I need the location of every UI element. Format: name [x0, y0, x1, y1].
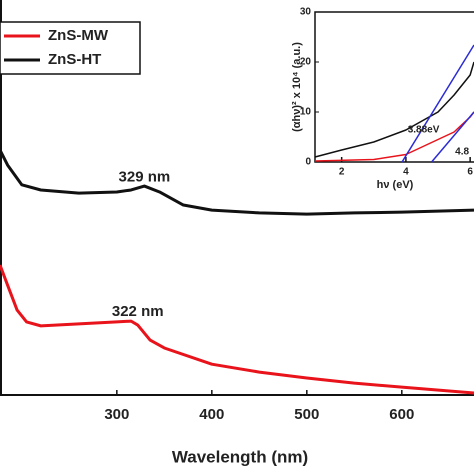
series-line	[431, 111, 474, 163]
x-tick-label: 600	[389, 406, 414, 423]
y-tick-label: 30	[300, 7, 312, 18]
x-tick-label: 4	[403, 167, 409, 178]
x-axis-label: Wavelength (nm)	[172, 447, 308, 466]
series-line	[314, 61, 474, 158]
annotation: 329 nm	[119, 169, 171, 186]
annotation: 322 nm	[112, 303, 164, 320]
y-tick-label: 10	[300, 107, 312, 118]
x-tick-label: 6	[467, 167, 473, 178]
annotation: 3.88eV	[408, 125, 440, 136]
series-line	[0, 149, 474, 216]
legend-label: ZnS-MW	[48, 27, 109, 44]
x-tick-label: 2	[339, 167, 345, 178]
x-tick-label: 300	[104, 406, 129, 423]
legend-label: ZnS-HT	[48, 51, 101, 68]
series-line	[401, 44, 474, 163]
y-tick-label: 20	[300, 57, 312, 68]
x-tick-label: 500	[294, 406, 319, 423]
x-tick-label: 400	[199, 406, 224, 423]
series-line	[0, 264, 474, 395]
inset-y-label: (αhν)² x 10⁴ (a.u.)	[291, 42, 303, 132]
legend-box	[0, 21, 141, 75]
y-tick-label: 0	[305, 157, 311, 168]
inset-x-label: hν (eV)	[377, 179, 414, 191]
annotation: 4.8	[455, 147, 469, 158]
